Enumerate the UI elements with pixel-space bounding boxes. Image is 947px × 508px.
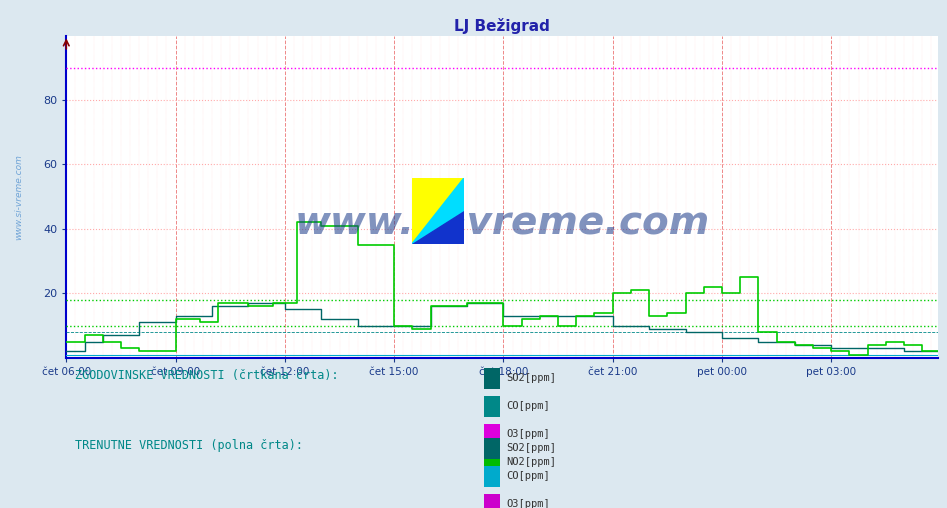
Title: LJ Bežigrad: LJ Bežigrad [454,18,550,35]
Text: O3[ppm]: O3[ppm] [507,429,550,439]
Bar [485,368,500,389]
Text: www.si-vreme.com: www.si-vreme.com [295,203,709,241]
Text: SO2[ppm]: SO2[ppm] [507,443,556,453]
Text: TRENUTNE VREDNOSTI (polna črta):: TRENUTNE VREDNOSTI (polna črta): [75,439,303,452]
Bar [485,424,500,444]
Text: CO[ppm]: CO[ppm] [507,401,550,411]
Bar [485,452,500,472]
Text: SO2[ppm]: SO2[ppm] [507,373,556,383]
Text: NO2[ppm]: NO2[ppm] [507,457,556,467]
Polygon shape [412,211,464,244]
Polygon shape [412,178,464,244]
Polygon shape [412,178,464,244]
Text: ZGODOVINSKE VREDNOSTI (črtkana črta):: ZGODOVINSKE VREDNOSTI (črtkana črta): [75,369,339,382]
Text: www.si-vreme.com: www.si-vreme.com [14,154,23,240]
Text: CO[ppm]: CO[ppm] [507,471,550,481]
Bar [485,494,500,508]
Bar [485,466,500,487]
Bar [485,396,500,417]
Bar [485,437,500,459]
Text: O3[ppm]: O3[ppm] [507,499,550,508]
